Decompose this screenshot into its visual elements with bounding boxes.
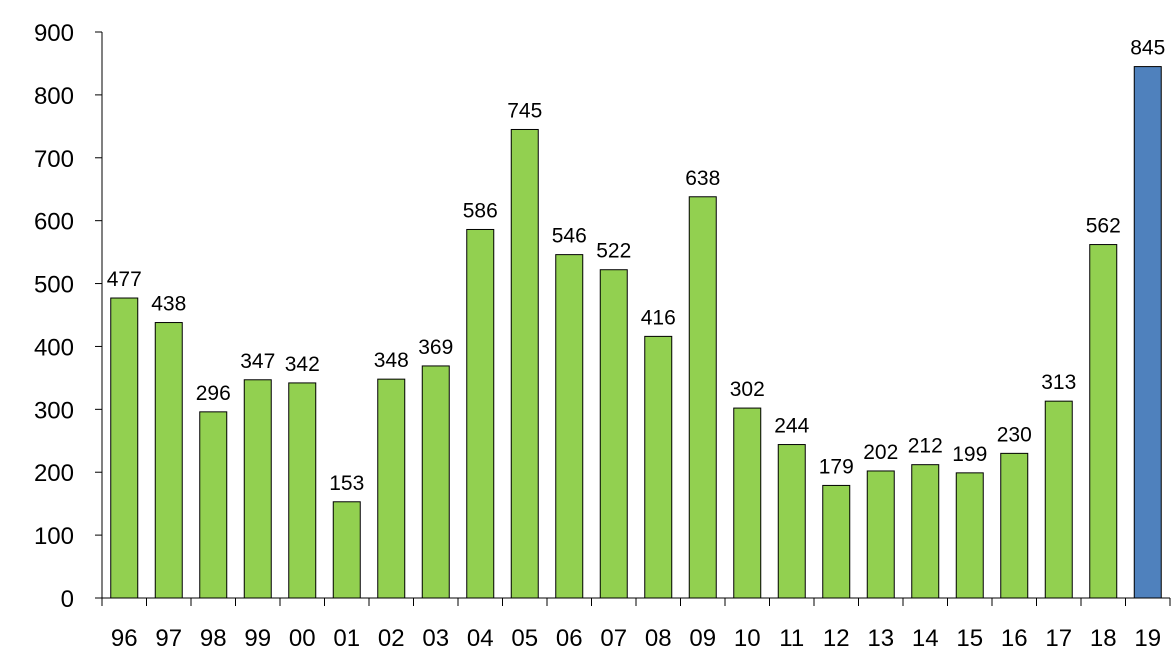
x-tick-label-96: 96 bbox=[111, 625, 138, 652]
bar-19 bbox=[1133, 66, 1162, 599]
x-tick-label-18: 18 bbox=[1090, 625, 1117, 652]
bar-15 bbox=[955, 472, 984, 599]
value-label-18: 562 bbox=[1086, 215, 1121, 238]
y-tick-label: 700 bbox=[34, 146, 74, 173]
bar-16 bbox=[1000, 452, 1029, 599]
y-tick-label: 300 bbox=[34, 397, 74, 424]
bar-06 bbox=[555, 254, 584, 599]
value-label-14: 212 bbox=[908, 435, 943, 458]
x-tick-label-07: 07 bbox=[600, 625, 627, 652]
value-label-10: 302 bbox=[730, 378, 765, 401]
y-tick-label: 0 bbox=[61, 586, 74, 613]
value-label-11: 244 bbox=[774, 415, 809, 438]
x-tick-label-99: 99 bbox=[244, 625, 271, 652]
y-tick-label: 500 bbox=[34, 272, 74, 299]
x-tick-label-01: 01 bbox=[333, 625, 360, 652]
value-label-02: 348 bbox=[374, 349, 409, 372]
bar-05 bbox=[510, 128, 539, 599]
bar-97 bbox=[154, 322, 183, 599]
x-tick-label-03: 03 bbox=[422, 625, 449, 652]
x-axis-ticks: 96 97 98 99 00 01 02 03 04 05 06 07 08 09 10 11 12 13 14 15… bbox=[101, 598, 1171, 652]
y-tick-label: 900 bbox=[34, 20, 74, 47]
value-label-97: 438 bbox=[151, 293, 186, 316]
bar-08 bbox=[644, 335, 673, 599]
bar-99 bbox=[243, 379, 272, 599]
y-axis-ticks: 0 100 200 300 400 500 600 700 800 900 bbox=[34, 20, 102, 613]
bar-10 bbox=[733, 407, 762, 599]
bar-00 bbox=[288, 382, 317, 599]
value-label-17: 313 bbox=[1041, 371, 1076, 394]
value-label-01: 153 bbox=[329, 472, 364, 495]
x-tick-label-98: 98 bbox=[200, 625, 227, 652]
x-tick-label-12: 12 bbox=[823, 625, 850, 652]
value-label-05: 745 bbox=[507, 99, 542, 122]
bar-18 bbox=[1089, 244, 1118, 599]
bar-02 bbox=[377, 378, 406, 599]
value-label-15: 199 bbox=[952, 443, 987, 466]
x-tick-label-14: 14 bbox=[912, 625, 939, 652]
value-label-96: 477 bbox=[107, 268, 142, 291]
x-tick-label-19: 19 bbox=[1134, 625, 1161, 652]
bar-17 bbox=[1044, 400, 1073, 599]
x-tick-label-10: 10 bbox=[734, 625, 761, 652]
value-label-19: 845 bbox=[1130, 37, 1165, 60]
value-label-98: 296 bbox=[196, 382, 231, 405]
x-tick-label-15: 15 bbox=[956, 625, 983, 652]
bar-11 bbox=[777, 444, 806, 599]
x-tick-label-08: 08 bbox=[645, 625, 672, 652]
x-tick-label-04: 04 bbox=[467, 625, 494, 652]
value-label-06: 546 bbox=[552, 225, 587, 248]
x-tick-label-00: 00 bbox=[289, 625, 316, 652]
y-tick-label: 400 bbox=[34, 334, 74, 361]
bar-13 bbox=[866, 470, 895, 599]
bar-07 bbox=[599, 269, 628, 599]
value-label-12: 179 bbox=[819, 455, 854, 478]
value-label-07: 522 bbox=[596, 240, 631, 263]
x-tick-label-17: 17 bbox=[1045, 625, 1072, 652]
value-label-09: 638 bbox=[685, 167, 720, 190]
x-tick-label-06: 06 bbox=[556, 625, 583, 652]
x-tick-label-16: 16 bbox=[1001, 625, 1028, 652]
x-tick-label-97: 97 bbox=[155, 625, 182, 652]
value-label-16: 230 bbox=[997, 423, 1032, 446]
value-label-99: 347 bbox=[240, 350, 275, 373]
y-tick-label: 100 bbox=[34, 523, 74, 550]
bar-09 bbox=[688, 196, 717, 599]
y-tick-label: 600 bbox=[34, 209, 74, 236]
bar-96 bbox=[110, 297, 139, 599]
bar-14 bbox=[911, 464, 940, 599]
x-tick-label-02: 02 bbox=[378, 625, 405, 652]
bar-12 bbox=[822, 484, 851, 599]
value-label-00: 342 bbox=[285, 353, 320, 376]
bar-04 bbox=[466, 228, 495, 599]
x-tick-label-09: 09 bbox=[689, 625, 716, 652]
bar-01 bbox=[332, 501, 361, 599]
bar-03 bbox=[421, 365, 450, 599]
y-tick-label: 800 bbox=[34, 83, 74, 110]
value-labels: 477 438 296 347 342 153 348 369 586 745 546 522 416 6… bbox=[107, 37, 1166, 495]
value-label-13: 202 bbox=[863, 441, 898, 464]
bars bbox=[110, 66, 1162, 599]
value-label-03: 369 bbox=[418, 336, 453, 359]
x-tick-label-05: 05 bbox=[511, 625, 538, 652]
bar-98 bbox=[199, 411, 228, 599]
value-label-04: 586 bbox=[463, 199, 498, 222]
x-tick-label-13: 13 bbox=[867, 625, 894, 652]
x-tick-label-11: 11 bbox=[779, 625, 804, 652]
value-label-08: 416 bbox=[641, 306, 676, 329]
y-tick-label: 200 bbox=[34, 460, 74, 487]
